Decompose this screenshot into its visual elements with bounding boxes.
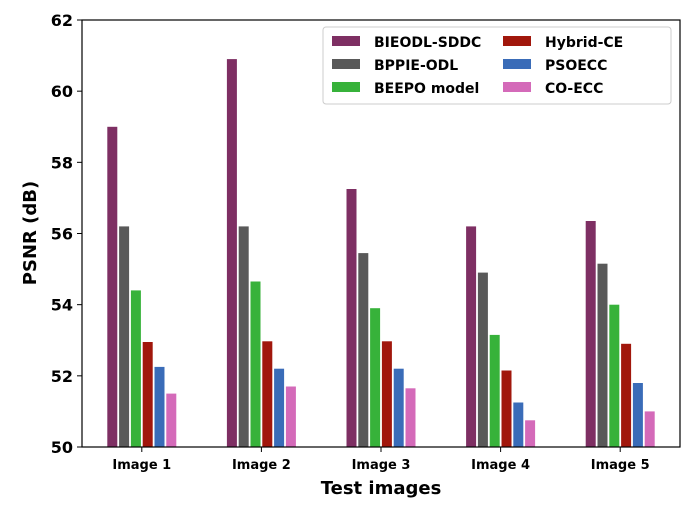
legend-label: CO-ECC bbox=[545, 81, 603, 97]
x-tick-label: Image 4 bbox=[471, 458, 530, 473]
bar-bppie-odl-5 bbox=[597, 263, 608, 447]
bar-hybrid-ce-3 bbox=[381, 341, 392, 447]
bar-beepo-model-4 bbox=[489, 334, 500, 447]
legend-entry: BIEODL-SDDC bbox=[332, 35, 481, 51]
bar-bppie-odl-3 bbox=[358, 253, 369, 447]
bar-bieodl-sddc-1 bbox=[107, 126, 118, 448]
bar-bppie-odl-2 bbox=[238, 226, 249, 447]
legend-swatch bbox=[503, 82, 531, 92]
x-tick-label: Image 1 bbox=[112, 458, 171, 473]
y-tick-label: 52 bbox=[51, 367, 73, 386]
legend-label: PSOECC bbox=[545, 58, 607, 74]
legend-label: BIEODL-SDDC bbox=[374, 35, 481, 51]
bar-co-ecc-1 bbox=[166, 393, 177, 447]
bar-hybrid-ce-4 bbox=[501, 370, 512, 447]
bar-bieodl-sddc-3 bbox=[346, 189, 357, 447]
legend-swatch bbox=[332, 59, 360, 69]
legend-label: BEEPO model bbox=[374, 81, 479, 97]
y-tick-label: 58 bbox=[51, 153, 73, 172]
bar-co-ecc-3 bbox=[405, 388, 416, 447]
legend-entry: BEEPO model bbox=[332, 81, 479, 97]
bar-psoecc-3 bbox=[393, 368, 404, 447]
y-tick-label: 56 bbox=[51, 225, 73, 244]
legend-entry: BPPIE-ODL bbox=[332, 58, 458, 74]
legend-swatch bbox=[332, 36, 360, 46]
bar-psoecc-5 bbox=[632, 383, 643, 447]
bar-co-ecc-4 bbox=[525, 420, 536, 447]
bar-beepo-model-2 bbox=[250, 281, 261, 447]
y-tick-label: 62 bbox=[51, 11, 73, 30]
legend-entry: PSOECC bbox=[503, 58, 607, 74]
bar-psoecc-2 bbox=[274, 368, 285, 447]
axes-layer: Image 1 Image 2 Image 3 Image 4 Image 5 50 52 5… bbox=[51, 11, 650, 473]
bar-hybrid-ce-1 bbox=[142, 342, 153, 447]
x-axis-label: Test images bbox=[321, 478, 442, 499]
bar-bppie-odl-1 bbox=[119, 226, 130, 447]
legend: BIEODL-SDDC BPPIE-ODL BEEPO model Hybrid-CE… bbox=[322, 26, 672, 105]
x-tick-label: Image 3 bbox=[352, 458, 411, 473]
y-tick-label: 50 bbox=[51, 438, 73, 457]
legend-swatch bbox=[503, 59, 531, 69]
bar-hybrid-ce-2 bbox=[262, 341, 273, 447]
y-tick-label: 60 bbox=[51, 82, 73, 101]
bar-co-ecc-2 bbox=[285, 386, 296, 447]
bars-layer bbox=[107, 59, 655, 448]
bar-beepo-model-3 bbox=[370, 308, 381, 447]
bar-psoecc-1 bbox=[154, 366, 165, 447]
y-tick-label: 54 bbox=[51, 296, 73, 315]
legend-label: BPPIE-ODL bbox=[374, 58, 458, 74]
bar-beepo-model-5 bbox=[609, 304, 620, 447]
legend-frame bbox=[322, 26, 672, 105]
legend-swatch bbox=[503, 36, 531, 46]
legend-swatch bbox=[332, 82, 360, 92]
legend-entry: CO-ECC bbox=[503, 81, 603, 97]
x-tick-label: Image 5 bbox=[591, 458, 650, 473]
bar-bieodl-sddc-4 bbox=[466, 226, 477, 447]
x-tick-label: Image 2 bbox=[232, 458, 291, 473]
legend-label: Hybrid-CE bbox=[545, 35, 623, 51]
bar-co-ecc-5 bbox=[644, 411, 655, 447]
bar-psoecc-4 bbox=[513, 402, 524, 447]
bar-bppie-odl-4 bbox=[477, 272, 488, 447]
legend-entry: Hybrid-CE bbox=[503, 35, 623, 51]
bar-bieodl-sddc-2 bbox=[226, 59, 237, 447]
bar-beepo-model-1 bbox=[130, 290, 141, 447]
bar-hybrid-ce-5 bbox=[621, 343, 632, 447]
bar-bieodl-sddc-5 bbox=[585, 221, 596, 447]
y-axis-label: PSNR (dB) bbox=[20, 181, 41, 285]
